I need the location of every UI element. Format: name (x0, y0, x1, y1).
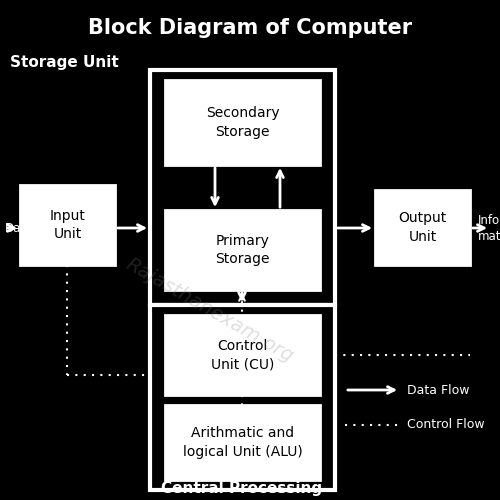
Text: Central Processing: Central Processing (162, 481, 322, 496)
Text: Data: Data (5, 222, 34, 234)
Text: Output
Unit: Output Unit (398, 212, 446, 244)
Text: Infor
mation: Infor mation (478, 214, 500, 242)
Text: Control
Unit (CU): Control Unit (CU) (211, 339, 274, 371)
Bar (165, 80, 320, 165)
Bar (165, 315, 320, 395)
Text: Storage Unit: Storage Unit (10, 54, 119, 70)
Bar (150, 305, 335, 490)
Text: Input
Unit: Input Unit (50, 209, 86, 241)
Bar (375, 190, 470, 265)
Bar (150, 70, 335, 305)
Text: Control Flow: Control Flow (407, 418, 484, 432)
Text: Rajasthanexam.org: Rajasthanexam.org (123, 254, 297, 366)
Bar (20, 185, 115, 265)
Text: Primary
Storage: Primary Storage (215, 234, 270, 266)
Text: Secondary
Storage: Secondary Storage (206, 106, 280, 138)
Bar (165, 405, 320, 480)
Text: Data Flow: Data Flow (407, 384, 470, 396)
Text: Block Diagram of Computer: Block Diagram of Computer (88, 18, 412, 38)
Bar (165, 210, 320, 290)
Text: Arithmatic and
logical Unit (ALU): Arithmatic and logical Unit (ALU) (182, 426, 302, 458)
